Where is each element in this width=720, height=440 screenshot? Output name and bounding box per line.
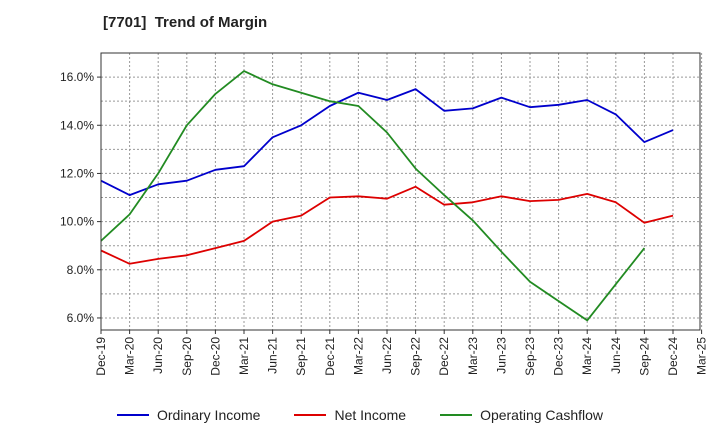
y-tick-label: 8.0% <box>67 263 95 277</box>
x-tick-label: Jun-21 <box>266 337 280 374</box>
x-tick-label: Mar-23 <box>466 337 480 375</box>
y-tick-label: 16.0% <box>60 70 94 84</box>
legend-label: Operating Cashflow <box>480 407 604 423</box>
y-tick-label: 6.0% <box>67 311 95 325</box>
legend-swatch <box>116 414 149 416</box>
legend-item-net-income: Net Income <box>294 407 406 423</box>
operating-cashflow-line <box>100 70 646 322</box>
x-tick-label: Jun-23 <box>494 337 508 374</box>
x-tick-label: Mar-21 <box>237 337 251 375</box>
legend-item-ordinary-income: Ordinary Income <box>116 407 261 423</box>
x-tick-label: Dec-20 <box>208 337 222 376</box>
series-layer <box>100 70 674 322</box>
x-tick-label: Jun-24 <box>609 337 623 374</box>
x-tick-label: Jun-20 <box>151 337 165 374</box>
legend-label: Net Income <box>334 407 407 423</box>
x-tick-label: Jun-22 <box>380 337 394 374</box>
axis-layer: 6.0% 8.0% 10.0% 12.0% 14.0% 16.0% Dec-19 Mar-20… <box>60 70 709 376</box>
legend-swatch <box>294 414 327 416</box>
x-tick-label: Mar-22 <box>351 337 365 375</box>
x-tick-label: Sep-23 <box>523 337 537 376</box>
x-tick-label: Mar-25 <box>695 337 709 375</box>
y-tick-label: 10.0% <box>60 215 94 229</box>
legend-swatch <box>440 414 473 416</box>
y-tick-label: 14.0% <box>60 118 94 132</box>
x-tick-label: Sep-20 <box>180 337 194 376</box>
x-tick-label: Sep-22 <box>409 337 423 376</box>
x-tick-label: Sep-21 <box>294 337 308 376</box>
chart-legend: Ordinary Income Net Income Operating Cashf… <box>0 404 720 426</box>
x-tick-label: Dec-23 <box>552 337 566 376</box>
legend-item-operating-cashflow: Operating Cashflow <box>440 407 603 423</box>
x-tick-label: Dec-19 <box>94 337 108 376</box>
x-tick-label: Mar-24 <box>580 337 594 375</box>
x-tick-label: Dec-21 <box>323 337 337 376</box>
x-tick-label: Mar-20 <box>123 337 137 375</box>
x-tick-label: Sep-24 <box>637 337 651 376</box>
y-tick-label: 12.0% <box>60 166 94 180</box>
net-income-line <box>100 185 674 265</box>
chart-title: [7701] Trend of Margin <box>103 14 268 31</box>
ordinary-income-line <box>100 88 674 197</box>
x-tick-label: Dec-24 <box>666 337 680 376</box>
x-tick-label: Dec-22 <box>437 337 451 376</box>
legend-label: Ordinary Income <box>156 407 261 423</box>
plot-frame <box>100 52 701 331</box>
